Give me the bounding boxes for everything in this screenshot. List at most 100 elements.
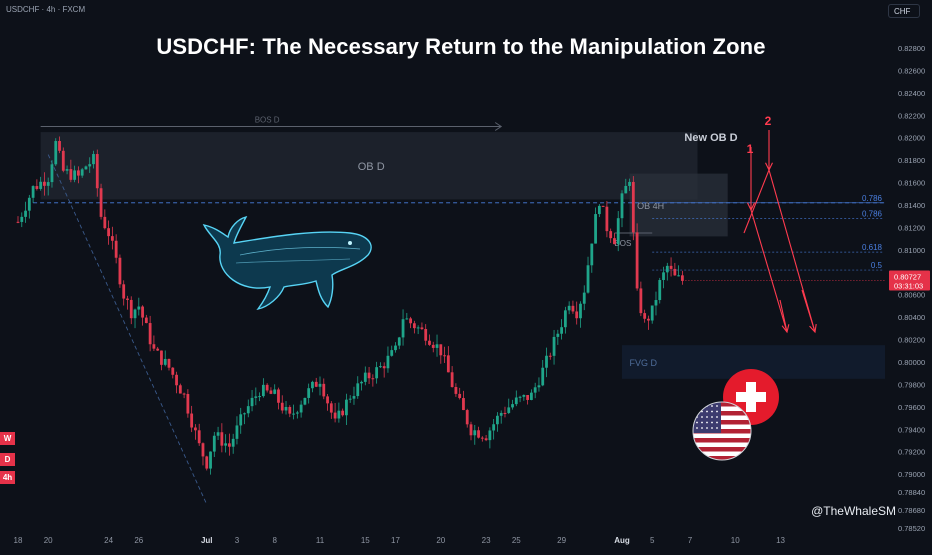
projection-arrow-2-head <box>809 324 817 334</box>
candle-body <box>303 397 307 405</box>
price-tick-label: 0.78840 <box>898 488 925 497</box>
candle-body <box>650 305 654 321</box>
zone-ob-d <box>40 132 698 200</box>
candle-body <box>371 378 375 380</box>
candle-body <box>379 366 382 368</box>
candle-body <box>567 305 571 311</box>
price-tick-label: 0.78680 <box>898 506 925 515</box>
projection-arrow-1 <box>779 299 788 333</box>
candle-body <box>110 236 114 241</box>
candle-body <box>541 367 545 386</box>
watermark-handle: @TheWhaleSM <box>811 504 896 518</box>
candle-body <box>594 214 597 244</box>
candle-body <box>428 340 431 345</box>
candle-body <box>92 154 95 165</box>
price-tick-label: 0.80600 <box>898 291 925 300</box>
candle-body <box>443 355 446 357</box>
timeframe-badge-d[interactable]: D <box>0 453 15 466</box>
us-stripe <box>693 424 751 429</box>
time-tick-label: 23 <box>482 536 491 545</box>
candle-body <box>311 381 314 389</box>
candle-body <box>201 443 205 457</box>
candle-body <box>345 399 348 416</box>
candle-body <box>39 181 43 189</box>
candle-body <box>669 265 673 269</box>
fib-label: 0.5 <box>871 261 883 270</box>
annotation-1: 1 <box>747 142 754 156</box>
us-star <box>716 405 718 407</box>
us-star <box>711 410 713 413</box>
fib-label: 0.786 <box>862 194 883 203</box>
price-tick-label: 0.82000 <box>898 134 925 143</box>
timeframe-badge-4h[interactable]: 4h <box>0 471 15 484</box>
candle-body <box>363 372 367 382</box>
us-star <box>701 427 703 429</box>
candle-body <box>514 397 518 405</box>
timeframe-badge-w[interactable]: W <box>0 432 15 445</box>
annotation-new-ob-d: New OB D <box>684 132 737 144</box>
us-star <box>716 410 718 413</box>
candle-body <box>197 430 201 444</box>
candle-body <box>190 413 194 428</box>
candle-body <box>220 432 224 446</box>
candle-body <box>647 318 650 321</box>
candle-body <box>118 257 122 285</box>
candle-body <box>27 197 31 211</box>
candle-body <box>258 396 261 398</box>
candle-body <box>235 425 239 439</box>
zone-ob-4h <box>629 173 728 237</box>
zone-label: OB D <box>358 161 385 173</box>
candle-body <box>511 404 514 408</box>
candle-body <box>182 393 186 395</box>
us-star <box>716 416 718 418</box>
currency-button[interactable]: CHF <box>888 4 920 18</box>
trend-dashed-line <box>47 154 208 505</box>
us-flag-icon <box>692 401 752 461</box>
candle-body <box>518 396 522 398</box>
candle-body <box>469 424 473 436</box>
candle-body <box>322 383 326 397</box>
candle-body <box>681 275 684 281</box>
candle-body <box>35 186 39 189</box>
candle-body <box>337 410 341 419</box>
candle-body <box>545 355 548 368</box>
candle-body <box>216 432 220 436</box>
chart-title: USDCHF: The Necessary Return to the Mani… <box>156 34 766 59</box>
candle-body <box>499 412 503 416</box>
candle-body <box>307 388 311 398</box>
candle-body <box>73 170 77 180</box>
candle-body <box>658 280 662 301</box>
time-tick-label: 24 <box>104 536 113 545</box>
us-star <box>696 427 698 429</box>
candle-body <box>631 181 635 233</box>
candle-body <box>450 372 454 388</box>
candle-body <box>624 185 628 194</box>
candle-body <box>613 238 616 245</box>
candle-body <box>522 395 526 397</box>
candle-body <box>480 437 484 439</box>
axis-layer: 0.82800 0.82600 0.82400 0.82200 0.82000 0.818… <box>14 44 930 545</box>
candle-body <box>314 381 318 387</box>
candle-body <box>454 387 458 394</box>
candle-body <box>318 383 322 387</box>
price-tick-label: 0.79200 <box>898 448 925 457</box>
price-tick-label: 0.81800 <box>898 156 925 165</box>
candle-body <box>50 164 54 183</box>
candle-body <box>261 384 265 397</box>
us-star <box>711 421 713 424</box>
zone-label: OB 4H <box>637 201 664 211</box>
time-tick-label: 25 <box>512 536 521 545</box>
candle-body <box>356 383 360 397</box>
price-tick-label: 0.79400 <box>898 425 925 434</box>
candle-body <box>579 303 582 319</box>
candle-body <box>639 288 643 314</box>
bos-d-arrowhead <box>494 122 503 131</box>
candle-body <box>156 348 160 351</box>
candle-body <box>352 396 356 399</box>
candle-body <box>114 240 118 258</box>
time-tick-label: 7 <box>688 536 693 545</box>
candle-body <box>148 323 152 345</box>
candle-body <box>167 358 171 368</box>
candle-body <box>556 333 560 337</box>
